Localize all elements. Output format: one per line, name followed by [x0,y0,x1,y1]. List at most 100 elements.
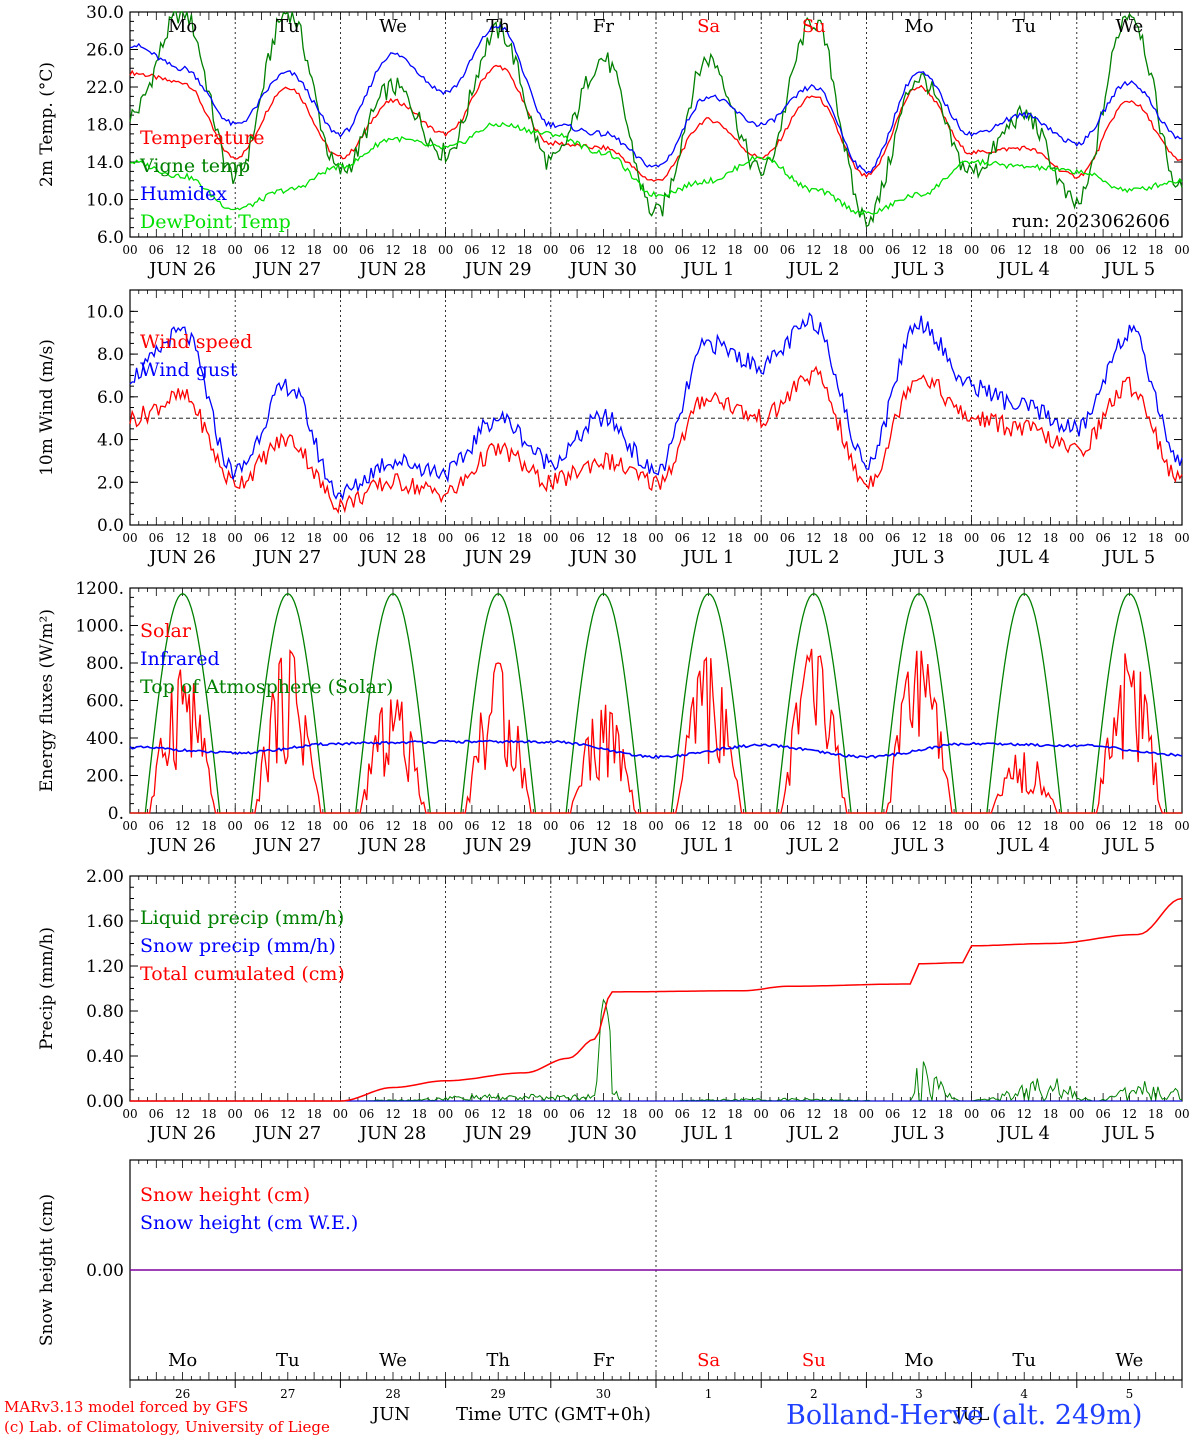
hour-tick-label: 06 [780,819,795,833]
weekday-label: Sa [697,1350,720,1371]
hour-tick-label: 18 [1148,1107,1163,1121]
hour-tick-label: 12 [911,531,926,545]
hour-tick-label: 06 [569,243,584,257]
legend-entry: Humidex [140,183,227,205]
legend-entry: Snow precip (mm/h) [140,935,336,957]
hour-tick-label: 12 [911,819,926,833]
hour-tick-label: 18 [517,243,532,257]
date-label: JUL 3 [891,1123,945,1144]
hour-tick-label: 06 [885,819,900,833]
hour-tick-label: 06 [990,819,1005,833]
hour-tick-label: 06 [1095,243,1110,257]
hour-tick-label: 00 [1174,819,1189,833]
hour-tick-label: 18 [412,243,427,257]
hour-tick-label: 18 [412,531,427,545]
hour-tick-label: 18 [938,1107,953,1121]
y-tick-label: 1.60 [86,912,124,932]
hour-tick-label: 12 [596,243,611,257]
hour-tick-label: 00 [543,243,558,257]
hour-tick-label: 12 [175,819,190,833]
legend-entry: Snow height (cm W.E.) [140,1212,358,1234]
y-tick-label: 1.20 [86,957,124,977]
y-tick-label: 22.0 [86,78,124,98]
weekday-label: Tu [276,16,300,37]
legend-entry: Top of Atmosphere (Solar) [140,676,393,698]
day-number-label: 26 [175,1387,190,1401]
hour-tick-label: 06 [254,531,269,545]
y-tick-label: 2.00 [86,867,124,887]
hour-tick-label: 18 [517,1107,532,1121]
weekday-label: We [1116,16,1144,37]
date-label: JUL 4 [996,547,1050,568]
weekday-label: Mo [168,1350,197,1371]
hour-tick-label: 18 [622,819,637,833]
hour-tick-label: 06 [149,531,164,545]
hour-tick-label: 00 [859,1107,874,1121]
hour-tick-label: 12 [491,819,506,833]
series-line-dewpoint-temp [129,121,1183,216]
date-label: JUN 29 [463,835,532,856]
date-label: JUL 5 [1102,835,1156,856]
hour-tick-label: 18 [832,819,847,833]
series-line-vigne-temp [129,11,1183,228]
y-tick-label: 0.00 [86,1261,124,1281]
hour-tick-label: 00 [1069,1107,1084,1121]
hour-tick-label: 12 [280,243,295,257]
series-line-infrared [129,739,1183,760]
hour-tick-label: 18 [1043,819,1058,833]
hour-tick-label: 00 [1069,243,1084,257]
weekday-label: We [379,1350,407,1371]
run-annotation: run: 2023062606 [1012,211,1170,232]
hour-tick-label: 18 [306,531,321,545]
hour-tick-label: 00 [228,1107,243,1121]
weekday-label: Sa [697,16,720,37]
weekday-label: Tu [1012,1350,1036,1371]
weekday-label: We [1116,1350,1144,1371]
hour-tick-label: 12 [701,819,716,833]
hour-tick-label: 00 [438,1107,453,1121]
hour-tick-label: 12 [806,531,821,545]
hour-tick-label: 06 [569,531,584,545]
hour-tick-label: 00 [964,1107,979,1121]
weekday-label: Th [486,1350,510,1371]
legend-entry: Wind gust [140,359,238,381]
hour-tick-label: 18 [1148,531,1163,545]
hour-tick-label: 00 [859,243,874,257]
date-label: JUN 28 [358,835,427,856]
legend-entry: Infrared [140,648,220,670]
weekday-label: Su [802,16,826,37]
y-axis-label: Energy fluxes (W/m²) [37,609,57,792]
hour-tick-label: 12 [701,243,716,257]
hour-tick-label: 00 [964,531,979,545]
date-label: JUL 1 [681,547,735,568]
hour-tick-label: 00 [438,243,453,257]
hour-tick-label: 06 [1095,819,1110,833]
hour-tick-label: 06 [359,819,374,833]
hour-tick-label: 00 [543,1107,558,1121]
hour-tick-label: 00 [964,819,979,833]
y-tick-label: 10.0 [86,302,124,322]
hour-tick-label: 00 [333,243,348,257]
model-credit: MARv3.13 model forced by GFS [4,1398,249,1416]
hour-tick-label: 12 [491,1107,506,1121]
y-tick-label: 0.00 [86,1092,124,1112]
date-label: JUN 29 [463,547,532,568]
hour-tick-label: 12 [1017,1107,1032,1121]
hour-tick-label: 18 [727,531,742,545]
y-tick-label: 10.0 [86,191,124,211]
date-label: JUN 27 [252,547,321,568]
hour-tick-label: 00 [333,819,348,833]
hour-tick-label: 12 [806,1107,821,1121]
hour-tick-label: 00 [228,819,243,833]
hour-tick-label: 06 [990,243,1005,257]
date-label: JUL 2 [786,1123,840,1144]
hour-tick-label: 18 [1043,243,1058,257]
hour-tick-label: 18 [938,819,953,833]
legend-entry: Vigne temp [139,155,250,177]
hour-tick-label: 18 [1043,531,1058,545]
hour-tick-label: 00 [122,819,137,833]
y-axis-label: 10m Wind (m/s) [37,339,57,476]
hour-tick-label: 06 [359,531,374,545]
hour-tick-label: 06 [464,1107,479,1121]
hour-tick-label: 00 [438,819,453,833]
